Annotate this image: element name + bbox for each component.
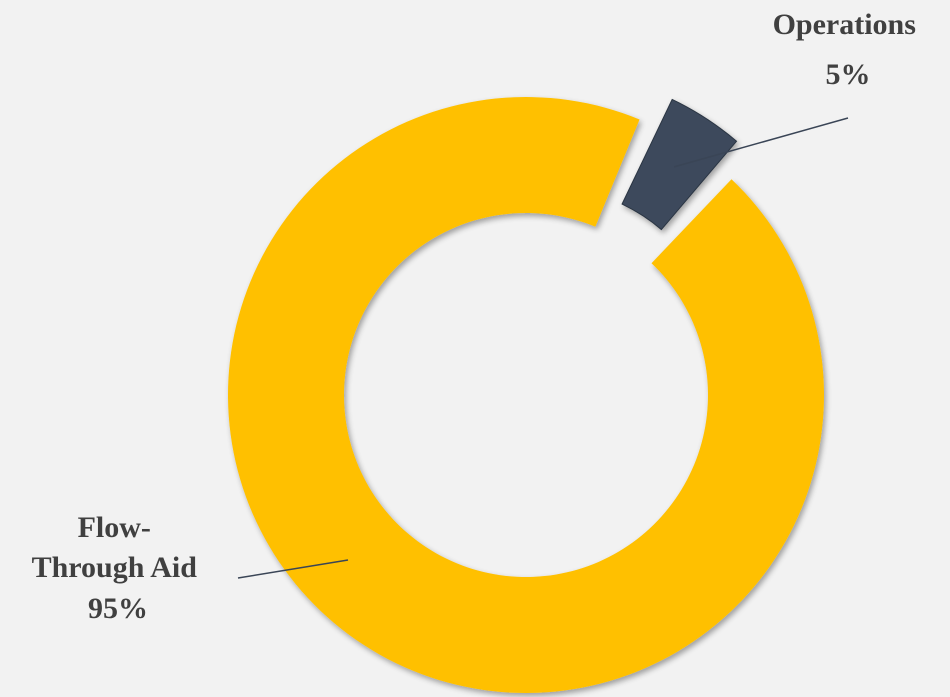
label-operations: Operations 5% (773, 8, 924, 91)
label-flow-through-aid: Flow- Through Aid 95% (32, 511, 205, 625)
slice-operations (621, 98, 738, 231)
leader-line-operations (673, 117, 849, 168)
label-flow-through-aid-value: 95% (88, 592, 148, 625)
label-flow-through-aid-line2: Through Aid (32, 551, 198, 584)
label-flow-through-aid-line1: Flow- (78, 511, 151, 544)
slice-flow-through-aid (227, 96, 824, 694)
label-operations-value: 5% (826, 58, 871, 91)
leader-lines-layer (237, 117, 849, 579)
leader-line-flow-through-aid (237, 559, 349, 579)
label-operations-line1: Operations (773, 8, 916, 41)
slices-layer (227, 96, 824, 694)
